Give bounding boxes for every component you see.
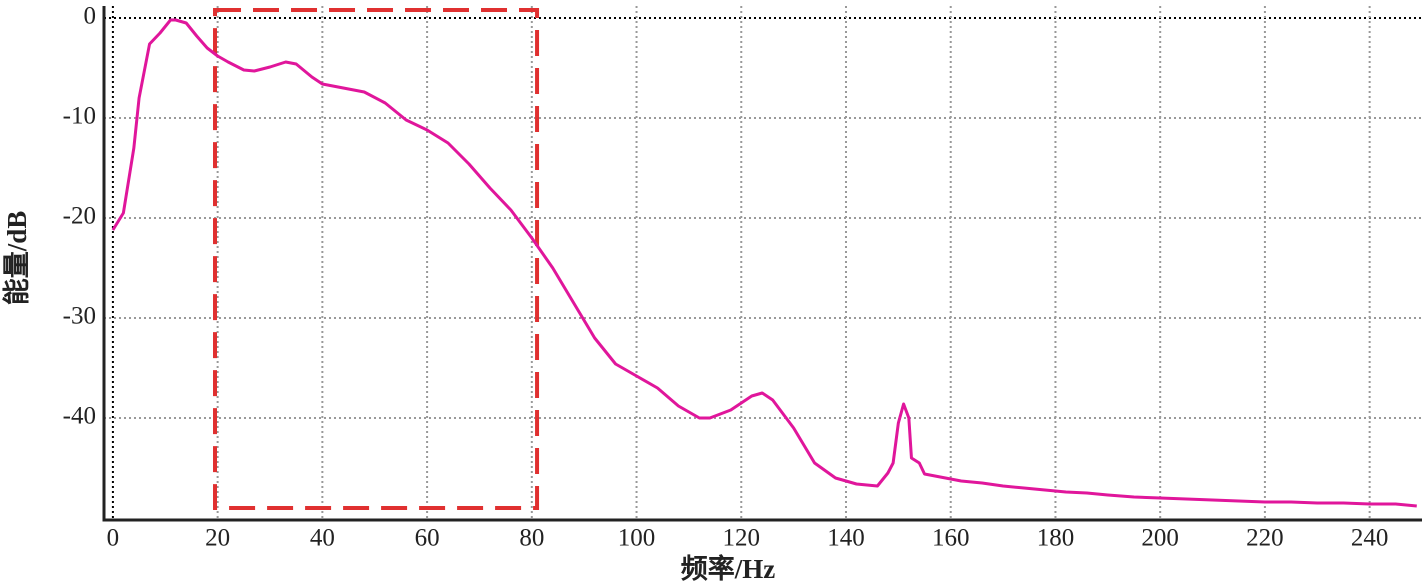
y-tick-label: 0 <box>84 3 97 30</box>
highlight-box <box>213 8 540 510</box>
x-tick-label: 60 <box>415 525 440 552</box>
x-tick-label: 240 <box>1351 525 1389 552</box>
y-tick-label: -20 <box>63 203 96 230</box>
x-tick-label: 40 <box>310 525 335 552</box>
x-tick-label: 80 <box>519 525 544 552</box>
x-tick-label: 120 <box>723 525 761 552</box>
y-tick-label: -10 <box>63 103 96 130</box>
y-tick-label: -40 <box>63 403 96 430</box>
data-line <box>111 18 1417 508</box>
x-axis-title: 频率/Hz <box>681 553 776 584</box>
x-tick-label: 100 <box>618 525 656 552</box>
x-tick-label: 180 <box>1037 525 1075 552</box>
x-tick-label: 20 <box>205 525 230 552</box>
axis-frame <box>102 6 1422 522</box>
y-tick-label: -30 <box>63 303 96 330</box>
x-tick-label: 200 <box>1141 525 1179 552</box>
x-tick-label: 220 <box>1246 525 1284 552</box>
y-axis-title: 能量/dB <box>1 211 32 306</box>
x-tick-label: 140 <box>827 525 865 552</box>
x-tick-label: 0 <box>107 525 120 552</box>
x-tick-label: 160 <box>932 525 970 552</box>
